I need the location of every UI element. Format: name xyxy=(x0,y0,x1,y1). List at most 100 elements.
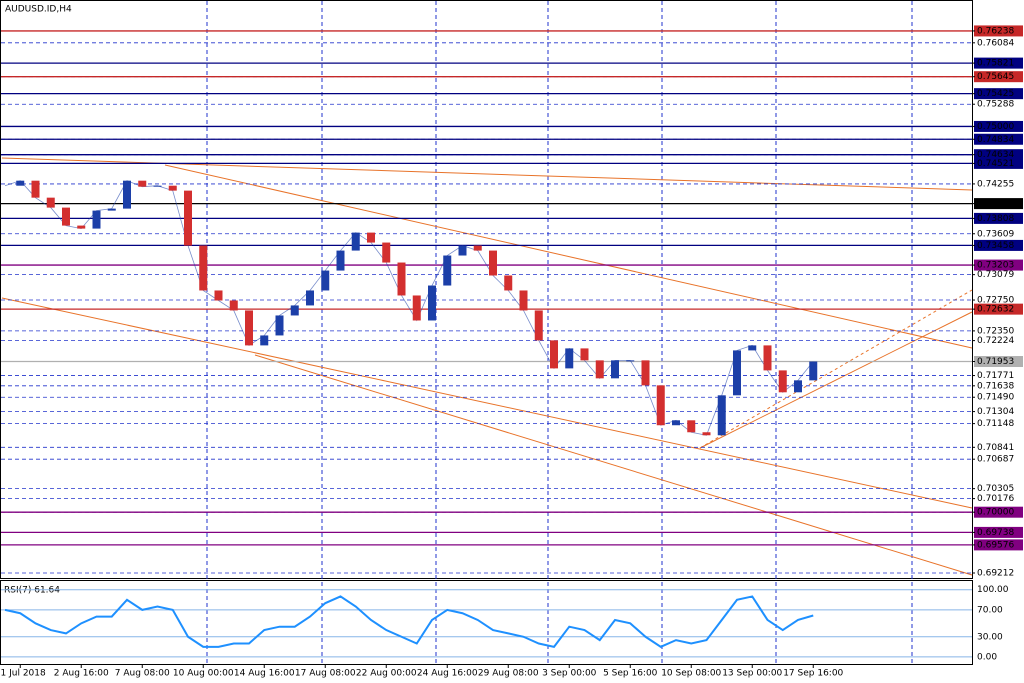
candle-body xyxy=(794,380,802,393)
y-tick-label: 0.71304 xyxy=(977,407,1014,417)
level-box xyxy=(974,198,1023,210)
candle-body xyxy=(351,232,360,251)
indicator-panel xyxy=(0,580,973,665)
x-tick-label: 5 Sep 16:00 xyxy=(603,669,658,679)
candle-body xyxy=(656,385,665,426)
indicator-tick-label: 30.00 xyxy=(977,632,1003,642)
candle-body xyxy=(702,432,711,436)
candle-body xyxy=(107,208,116,211)
level-box xyxy=(974,71,1023,83)
candle-body xyxy=(46,197,55,208)
candle-body xyxy=(245,310,253,346)
y-tick-label: 0.70687 xyxy=(977,455,1014,465)
x-tick-label: 31 Jul 2018 xyxy=(0,669,46,679)
y-tick-label: 0.70841 xyxy=(977,443,1014,453)
y-tick-label: 0.70305 xyxy=(977,484,1014,494)
candle-body xyxy=(168,185,177,191)
y-tick-label: 0.70176 xyxy=(977,494,1014,504)
x-tick-label: 29 Aug 08:00 xyxy=(478,669,539,679)
x-tick-label: 2 Aug 16:00 xyxy=(54,669,109,679)
x-tick-label: 17 Sep 16:00 xyxy=(783,669,843,679)
level-box xyxy=(974,149,1023,161)
y-tick-label: 0.71148 xyxy=(977,419,1014,429)
y-tick-label: 0.70000 xyxy=(977,508,1014,518)
candle-body xyxy=(77,225,86,229)
indicator-tick-label: 100.00 xyxy=(977,585,1009,595)
candle-body xyxy=(336,250,345,271)
candle-body xyxy=(473,245,482,251)
y-tick-label: 0.71638 xyxy=(977,381,1014,391)
candle-body xyxy=(504,275,513,291)
y-tick-label: 0.73079 xyxy=(977,270,1014,280)
level-box xyxy=(974,539,1023,551)
candle-body xyxy=(458,245,467,256)
candle-body xyxy=(611,360,619,379)
y-tick-label: 0.76084 xyxy=(977,38,1014,48)
chart-title: AUDUSD.ID,H4 xyxy=(5,5,72,15)
level-box xyxy=(974,57,1023,69)
level-box xyxy=(974,506,1023,518)
indicator-tick-label: 0.00 xyxy=(977,652,997,662)
level-box xyxy=(974,157,1023,169)
y-tick-label: 0.75000 xyxy=(977,122,1014,132)
y-tick-label: 0.71490 xyxy=(977,393,1014,403)
indicator-label: RSI(7) 61.64 xyxy=(4,586,60,596)
candle-body xyxy=(428,285,436,321)
candle-body xyxy=(229,300,238,311)
y-tick-label: 0.73808 xyxy=(977,214,1014,224)
candle-body xyxy=(809,361,818,381)
candle-body xyxy=(580,348,589,361)
y-tick-label: 0.75425 xyxy=(977,89,1014,99)
y-tick-label: 0.72750 xyxy=(977,296,1014,306)
y-tick-label: 0.69212 xyxy=(977,568,1014,578)
candle-body xyxy=(412,295,421,321)
y-tick-label: 0.74255 xyxy=(977,179,1014,189)
y-tick-label: 0.75821 xyxy=(977,59,1014,69)
y-tick-label: 0.72632 xyxy=(977,305,1014,315)
candle-body xyxy=(306,290,314,306)
y-tick-label: 0.72224 xyxy=(977,336,1014,346)
candle-body xyxy=(626,360,635,362)
candle-body xyxy=(260,335,269,346)
candle-body xyxy=(550,340,558,369)
candle-body xyxy=(595,360,604,379)
candle-body xyxy=(672,420,680,426)
x-tick-label: 3 Sep 00:00 xyxy=(542,669,597,679)
y-tick-label: 0.69738 xyxy=(977,528,1014,538)
y-tick-label: 0.74834 xyxy=(977,135,1014,145)
candle-body xyxy=(717,395,726,436)
level-box xyxy=(974,356,1023,368)
level-box xyxy=(974,239,1023,251)
candle-body xyxy=(214,290,223,301)
x-tick-label: 13 Sep 00:00 xyxy=(722,669,782,679)
level-box xyxy=(974,259,1023,271)
x-tick-label: 10 Sep 08:00 xyxy=(661,669,721,679)
candle-body xyxy=(397,262,406,296)
candle-body xyxy=(290,305,299,316)
y-tick-label: 0.76238 xyxy=(977,26,1014,36)
level-box xyxy=(974,212,1023,224)
candle-body xyxy=(778,370,787,393)
x-tick-label: 22 Aug 00:00 xyxy=(356,669,417,679)
candle-body xyxy=(62,207,70,226)
candle-body xyxy=(123,180,131,209)
vertical-grid xyxy=(206,1,913,665)
y-tick-label: 0.74634 xyxy=(977,150,1014,160)
y-tick-label: 0.74521 xyxy=(977,159,1014,169)
y-tick-label: 0.71771 xyxy=(977,371,1014,381)
x-tick-label: 14 Aug 16:00 xyxy=(234,669,295,679)
candle-body xyxy=(382,242,391,263)
candle-body xyxy=(199,245,208,291)
indicator-tick-label: 70.00 xyxy=(977,605,1003,615)
candle-body xyxy=(31,180,40,198)
candle-body xyxy=(519,290,528,311)
candle-body xyxy=(321,270,330,291)
level-box xyxy=(974,25,1023,37)
level-box xyxy=(974,120,1023,132)
candle-body xyxy=(763,345,772,371)
candle-body xyxy=(275,315,284,336)
candle-body xyxy=(16,180,25,186)
y-tick-label: 0.74000 xyxy=(977,199,1014,209)
candle-body xyxy=(443,255,452,286)
